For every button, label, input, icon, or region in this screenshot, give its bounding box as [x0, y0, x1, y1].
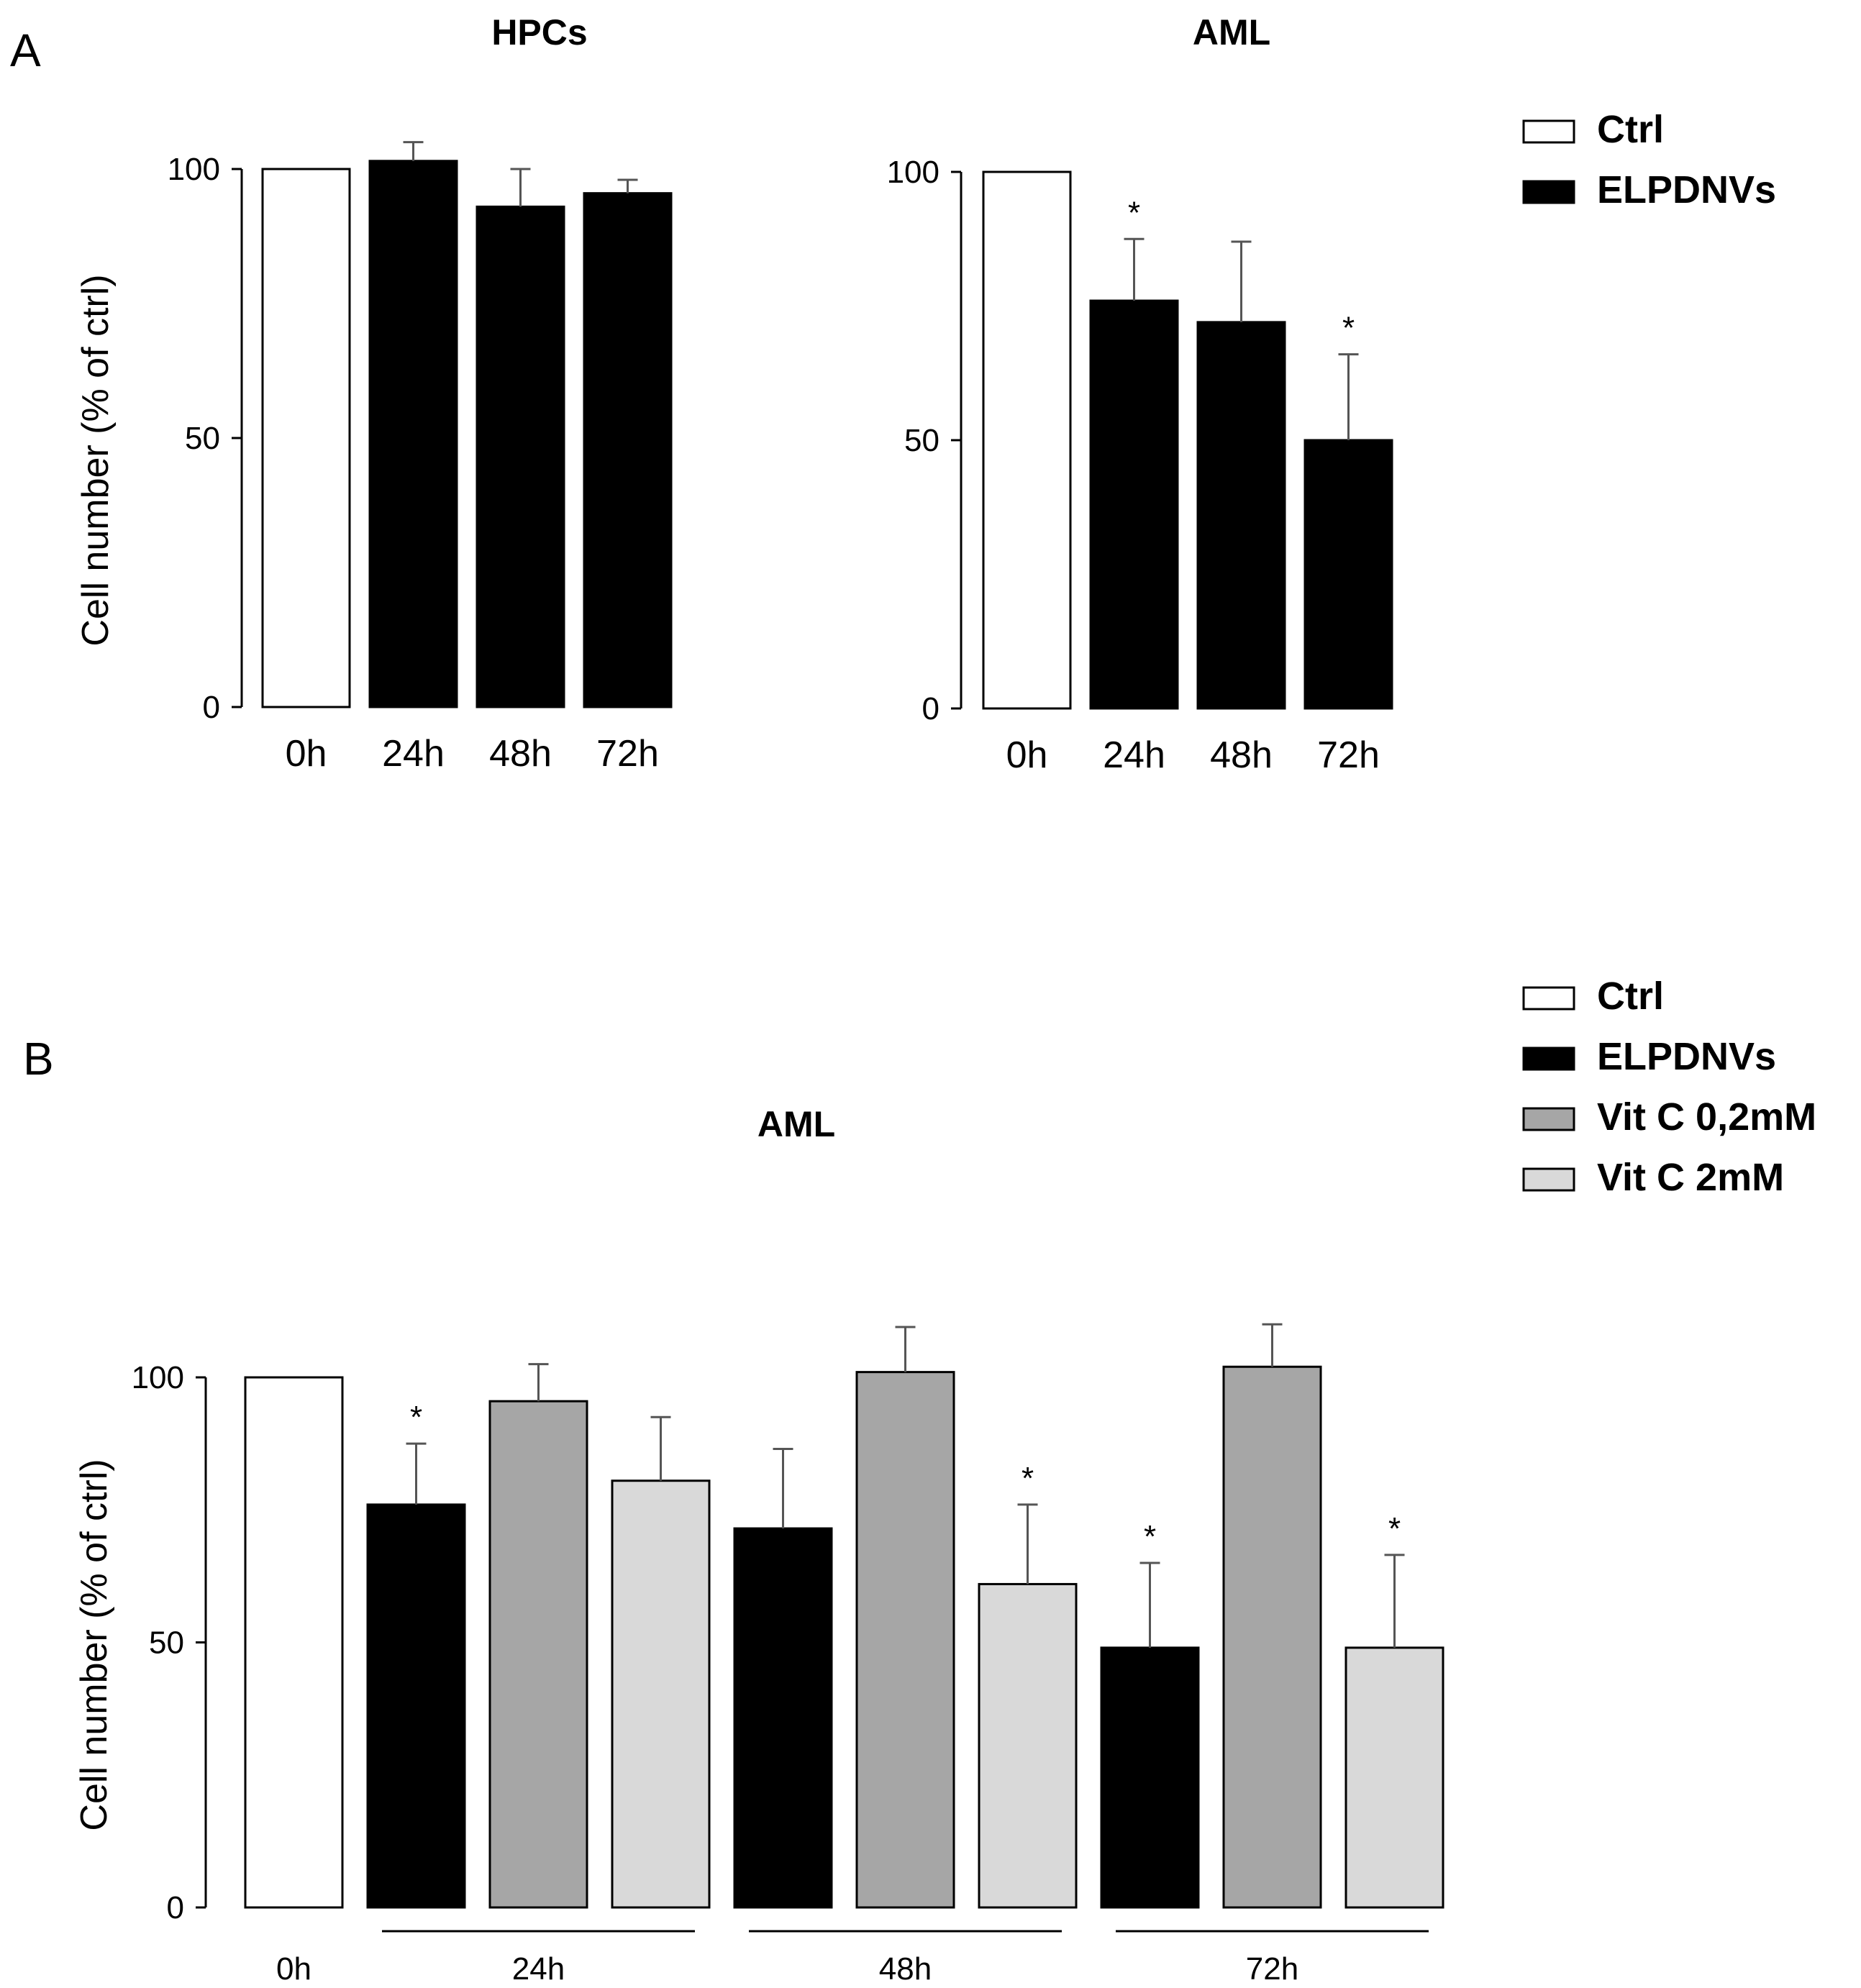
legend-label: Vit C 2mM — [1597, 1156, 1784, 1199]
x-tick-label: 72h — [596, 733, 659, 775]
y-tick-label: 50 — [904, 423, 939, 458]
legend-panel-a: Ctrl ELPDNVs — [1522, 108, 1776, 211]
legend-swatch — [1522, 1047, 1575, 1071]
x-group-label: 24h — [512, 1951, 565, 1987]
legend-panel-b: Ctrl ELPDNVs Vit C 0,2mM Vit C 2mM — [1522, 975, 1816, 1199]
bar-72h-vit-c-2mm — [1344, 1646, 1444, 1909]
y-tick-label: 50 — [149, 1625, 184, 1661]
significance-mark: * — [1342, 311, 1355, 346]
x-tick-label: 24h — [382, 733, 445, 775]
bar-48h — [1196, 321, 1286, 710]
x-tick-label: 72h — [1317, 734, 1380, 776]
legend-label: ELPDNVs — [1597, 168, 1776, 211]
legend-swatch — [1522, 986, 1575, 1011]
y-tick-label: 0 — [922, 691, 939, 726]
chart-title: AML — [757, 1104, 835, 1144]
y-tick-label: 50 — [185, 421, 220, 456]
bar-24h — [368, 160, 458, 708]
bar-0h-ctrl — [244, 1376, 344, 1909]
bar-24h-vit-c-2mm — [611, 1479, 711, 1909]
legend-swatch — [1522, 119, 1575, 144]
legend-label: Ctrl — [1597, 108, 1664, 151]
bar-48h-vit-c-0-2mm — [855, 1371, 955, 1909]
x-tick-label: 0h — [1006, 734, 1048, 776]
bar-72h-vit-c-0-2mm — [1222, 1365, 1322, 1909]
bar-48h-elpdnvs — [733, 1527, 833, 1909]
y-tick-label: 100 — [132, 1360, 184, 1395]
significance-mark: * — [1388, 1511, 1401, 1546]
legend-swatch — [1522, 1167, 1575, 1192]
chart-aml-b: AML 0 50 100 Cell number (% of ctrl) * * * * 0h 24… — [73, 1104, 1444, 1987]
y-tick-label: 100 — [887, 155, 939, 190]
x-tick-label: 0h — [286, 733, 327, 775]
x-group-label: 72h — [1246, 1951, 1298, 1987]
chart-aml-a: AML 0 50 100 0h * 24h 48h * 72h — [887, 12, 1393, 776]
chart-title: AML — [1193, 12, 1270, 53]
y-axis-label: Cell number (% of ctrl) — [75, 274, 117, 646]
bar-72h — [583, 192, 673, 708]
legend-swatch — [1522, 180, 1575, 204]
significance-mark: * — [1128, 195, 1140, 230]
bar-48h — [476, 205, 565, 708]
bar-24h — [1089, 299, 1179, 710]
significance-mark: * — [410, 1400, 422, 1435]
bar-72h-elpdnvs — [1100, 1646, 1200, 1909]
y-tick-label: 0 — [203, 690, 220, 725]
panel-label-b: B — [23, 1033, 54, 1085]
significance-mark: * — [1021, 1461, 1034, 1496]
significance-mark: * — [1144, 1519, 1156, 1554]
x-tick-label: 48h — [489, 733, 552, 775]
bar-48h-vit-c-2mm — [978, 1582, 1078, 1909]
chart-title: HPCs — [491, 12, 587, 53]
y-axis-label: Cell number (% of ctrl) — [73, 1459, 115, 1830]
y-tick-label: 100 — [168, 152, 220, 187]
legend-label: Ctrl — [1597, 975, 1664, 1018]
chart-hpcs: HPCs 0 50 100 Cell number (% of ctrl) 0h 24h 48… — [75, 12, 673, 775]
bar-0h — [982, 170, 1072, 710]
legend-swatch — [1522, 1107, 1575, 1131]
bar-72h — [1303, 439, 1393, 710]
x-tick-label: 24h — [1103, 734, 1165, 776]
panel-label-a: A — [10, 24, 41, 76]
bar-24h-elpdnvs — [366, 1503, 466, 1909]
legend-label: ELPDNVs — [1597, 1035, 1776, 1078]
x-tick-label: 48h — [1210, 734, 1273, 776]
x-group-label: 48h — [879, 1951, 932, 1987]
legend-label: Vit C 0,2mM — [1597, 1095, 1816, 1139]
y-tick-label: 0 — [167, 1890, 184, 1925]
x-group-label: 0h — [276, 1951, 311, 1987]
bar-0h — [261, 168, 351, 708]
bar-24h-vit-c-0-2mm — [488, 1400, 588, 1909]
